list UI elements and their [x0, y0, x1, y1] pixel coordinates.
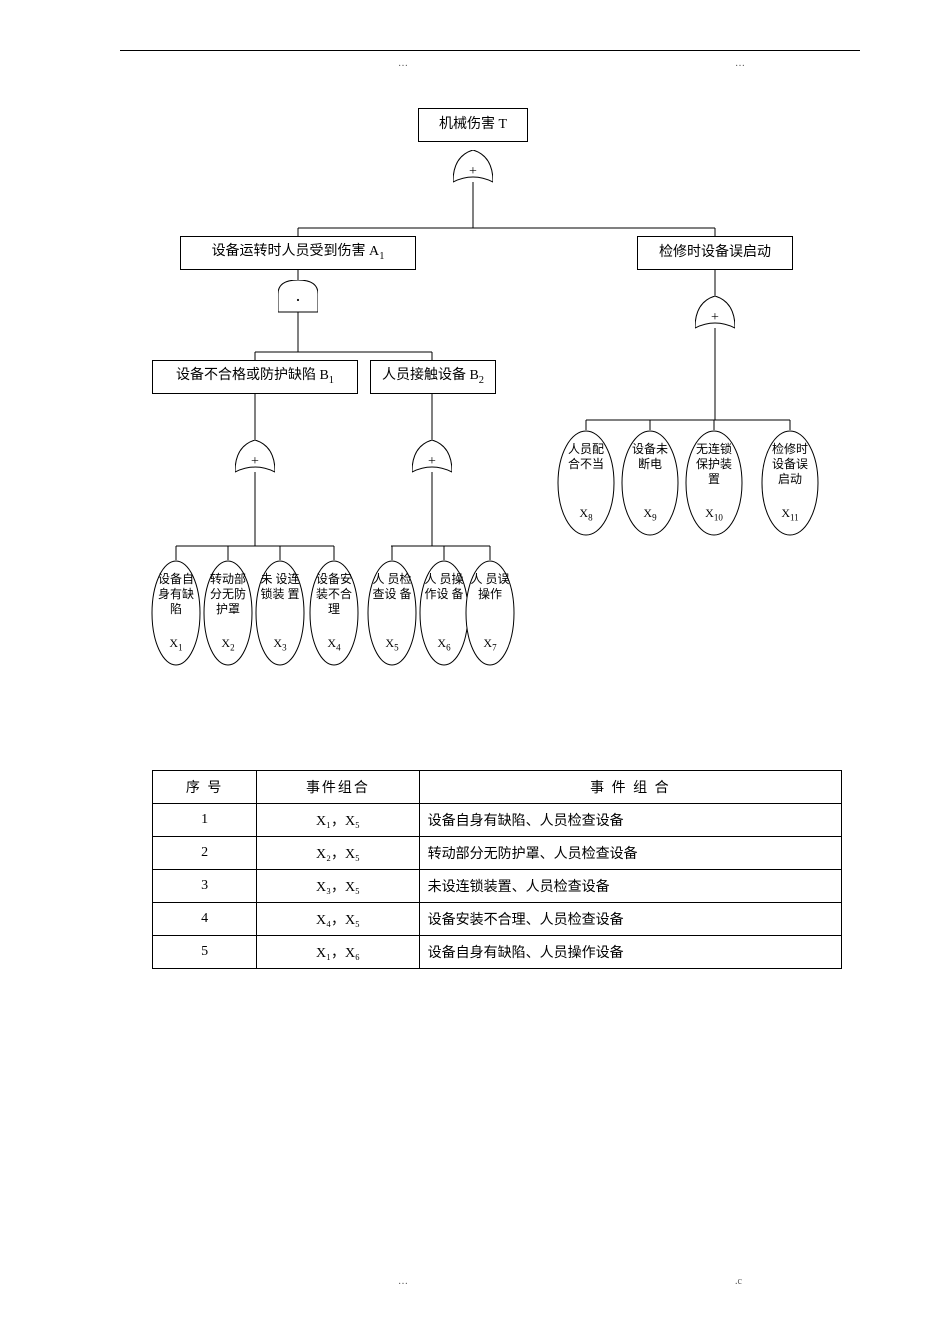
cell-desc: 设备自身有缺陷、人员操作设备: [419, 936, 841, 969]
leaf-label: 设备未断电: [627, 442, 673, 472]
cell-comb: X₃，X₅: [257, 870, 419, 903]
basic-event-leaf: 人员配合不当 X8: [557, 430, 615, 536]
col-header-desc: 事 件 组 合: [419, 771, 841, 804]
leaf-label: 设备自身有缺陷: [155, 572, 197, 617]
leaf-label: 无连锁保护装置: [691, 442, 737, 487]
basic-event-leaf: 人 员误 操作 X7: [465, 560, 515, 666]
table-row: 2X₂，X₅转动部分无防护罩、人员检查设备: [153, 837, 842, 870]
leaf-label: 未 设连 锁装 置: [259, 572, 301, 602]
top-event-box: 机械伤害 T: [418, 108, 528, 142]
table-row: 1X₁，X₅设备自身有缺陷、人员检查设备: [153, 804, 842, 837]
col-header-comb: 事件组合: [257, 771, 419, 804]
basic-event-leaf: 人 员检 查设 备 X5: [367, 560, 417, 666]
leaf-symbol: X1: [151, 636, 201, 652]
cell-seq: 3: [153, 870, 257, 903]
cell-desc: 未设连锁装置、人员检查设备: [419, 870, 841, 903]
basic-event-leaf: 检修时设备误启动 X11: [761, 430, 819, 536]
table-row: 4X₄，X₅设备安装不合理、人员检查设备: [153, 903, 842, 936]
gate-symbol: +: [412, 454, 452, 470]
b1-or-gate: +: [235, 440, 275, 484]
event-box-b1: 设备不合格或防护缺陷 B1: [152, 360, 358, 394]
leaf-label: 转动部分无防护罩: [207, 572, 249, 617]
leaf-label: 人 员操 作设 备: [423, 572, 465, 602]
page: … … … .c: [0, 0, 945, 1337]
basic-event-leaf: 人 员操 作设 备 X6: [419, 560, 469, 666]
cell-desc: 转动部分无防护罩、人员检查设备: [419, 837, 841, 870]
event-box-a2: 检修时设备误启动: [637, 236, 793, 270]
top-or-gate: +: [453, 150, 493, 194]
b2-or-gate: +: [412, 440, 452, 484]
basic-event-leaf: 转动部分无防护罩 X2: [203, 560, 253, 666]
a1-and-gate: ·: [278, 280, 318, 324]
table-row: 3X₃，X₅未设连锁装置、人员检查设备: [153, 870, 842, 903]
leaf-symbol: X9: [621, 506, 679, 522]
basic-event-leaf: 设备未断电 X9: [621, 430, 679, 536]
leaf-label: 检修时设备误启动: [767, 442, 813, 487]
event-box-a1: 设备运转时人员受到伤害 A1: [180, 236, 416, 270]
leaf-symbol: X7: [465, 636, 515, 652]
event-a1-label: 设备运转时人员受到伤害 A1: [212, 243, 385, 263]
gate-symbol: +: [453, 164, 493, 180]
event-box-b2: 人员接触设备 B2: [370, 360, 496, 394]
basic-event-leaf: 无连锁保护装置 X10: [685, 430, 743, 536]
leaf-symbol: X8: [557, 506, 615, 522]
leaf-symbol: X5: [367, 636, 417, 652]
ellipsis-dot: .c: [735, 1276, 742, 1287]
cell-desc: 设备安装不合理、人员检查设备: [419, 903, 841, 936]
leaf-symbol: X10: [685, 506, 743, 522]
basic-event-leaf: 设备安装不合理 X4: [309, 560, 359, 666]
leaf-label: 人员配合不当: [563, 442, 609, 472]
table-row: 5X₁，X₆设备自身有缺陷、人员操作设备: [153, 936, 842, 969]
top-event-label: 机械伤害 T: [439, 116, 507, 134]
cell-comb: X₁，X₆: [257, 936, 419, 969]
cell-seq: 4: [153, 903, 257, 936]
col-header-seq: 序 号: [153, 771, 257, 804]
gate-symbol: ·: [278, 290, 318, 311]
basic-event-leaf: 未 设连 锁装 置 X3: [255, 560, 305, 666]
cell-comb: X₁，X₅: [257, 804, 419, 837]
cell-desc: 设备自身有缺陷、人员检查设备: [419, 804, 841, 837]
leaf-symbol: X6: [419, 636, 469, 652]
cell-comb: X₂，X₅: [257, 837, 419, 870]
cell-seq: 1: [153, 804, 257, 837]
table-header-row: 序 号 事件组合 事 件 组 合: [153, 771, 842, 804]
leaf-symbol: X4: [309, 636, 359, 652]
cell-comb: X₄，X₅: [257, 903, 419, 936]
gate-symbol: +: [695, 310, 735, 326]
ellipsis-dot: …: [398, 1276, 408, 1287]
leaf-symbol: X11: [761, 506, 819, 522]
event-b1-label: 设备不合格或防护缺陷 B1: [176, 367, 334, 387]
cell-seq: 2: [153, 837, 257, 870]
leaf-label: 人 员检 查设 备: [371, 572, 413, 602]
basic-event-leaf: 设备自身有缺陷 X1: [151, 560, 201, 666]
event-b2-label: 人员接触设备 B2: [382, 367, 484, 387]
cell-seq: 5: [153, 936, 257, 969]
leaf-symbol: X3: [255, 636, 305, 652]
a2-or-gate: +: [695, 296, 735, 340]
leaf-label: 人 员误 操作: [469, 572, 511, 602]
leaf-label: 设备安装不合理: [313, 572, 355, 617]
event-combination-table: 序 号 事件组合 事 件 组 合 1X₁，X₅设备自身有缺陷、人员检查设备2X₂…: [152, 770, 842, 969]
event-a2-label: 检修时设备误启动: [659, 244, 771, 262]
gate-symbol: +: [235, 454, 275, 470]
leaf-symbol: X2: [203, 636, 253, 652]
